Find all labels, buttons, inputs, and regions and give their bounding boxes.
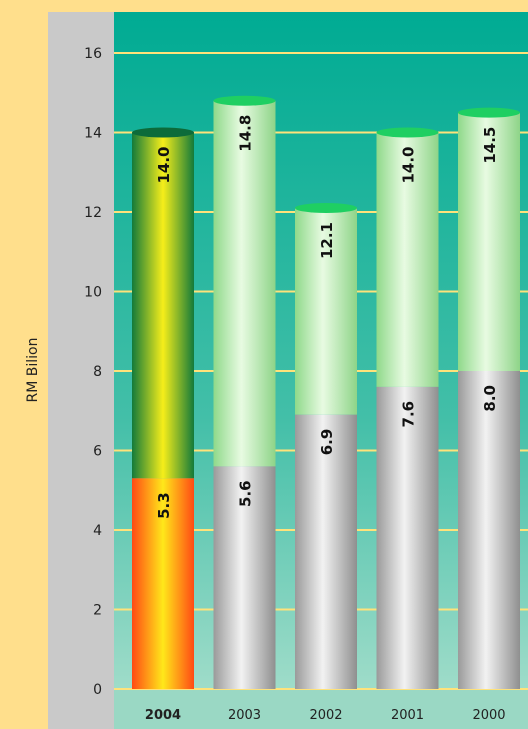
value-label-upper: 12.1	[318, 222, 336, 259]
value-label-lower: 8.0	[481, 385, 499, 412]
x-tick-label: 2000	[472, 708, 505, 723]
y-tick-label: 12	[84, 205, 102, 221]
x-tick-label: 2002	[309, 708, 342, 723]
bar-upper-2003	[213, 100, 276, 467]
value-label-upper: 14.0	[155, 147, 173, 184]
y-tick-label: 16	[84, 46, 102, 62]
bar-upper-2002	[295, 208, 357, 415]
y-tick-label: 2	[93, 603, 102, 619]
value-label-upper: 14.0	[400, 147, 418, 184]
bar-upper-2001	[376, 132, 439, 387]
y-axis-label: RM Bilion	[25, 338, 41, 403]
value-label-lower: 6.9	[318, 429, 336, 456]
bar-upper-2004	[132, 132, 194, 479]
value-label-upper: 14.8	[237, 115, 255, 152]
y-tick-label: 0	[93, 682, 102, 698]
axis-panel	[48, 12, 114, 729]
bar-lower-2001	[376, 386, 439, 689]
y-tick-label: 14	[84, 126, 102, 142]
category-strip	[114, 689, 528, 729]
x-tick-label: 2004	[145, 708, 181, 723]
bars: 14.0 5.3 14.8 5.6 12.1 6.9 14.0 7.6 14.5 8.0	[132, 95, 520, 689]
bar-cap-2004	[132, 127, 194, 138]
bar-lower-2002	[295, 414, 357, 689]
bar-cap-2000	[458, 107, 520, 118]
bar-lower-2000	[458, 371, 520, 689]
x-axis-labels: 2004 2003 2002 2001 2000	[145, 708, 506, 723]
value-label-lower: 5.3	[155, 492, 173, 519]
bar-cap-2002	[295, 203, 357, 214]
y-tick-label: 8	[93, 364, 102, 380]
bar-upper-2000	[458, 112, 520, 371]
y-axis-ticks: 0 2 4 6 8 10 12 14 16	[84, 46, 102, 698]
x-tick-label: 2003	[228, 708, 261, 723]
bar-lower-2004	[132, 478, 194, 689]
bar-lower-2003	[213, 466, 276, 689]
y-tick-label: 10	[84, 285, 102, 301]
y-tick-label: 6	[93, 444, 102, 460]
y-tick-label: 4	[93, 523, 102, 539]
value-label-lower: 5.6	[237, 480, 255, 507]
x-tick-label: 2001	[391, 708, 424, 723]
bar-cap-2003	[213, 95, 276, 106]
bar-cap-2001	[376, 127, 439, 138]
value-label-lower: 7.6	[400, 401, 418, 428]
value-label-upper: 14.5	[481, 127, 499, 164]
